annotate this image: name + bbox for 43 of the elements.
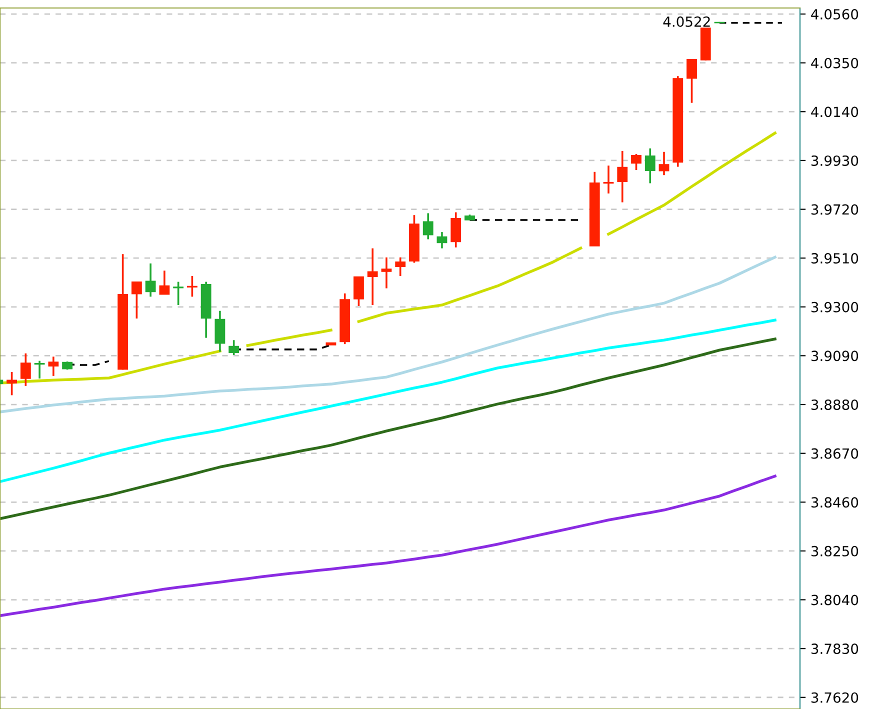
candlestick bbox=[631, 153, 642, 171]
candlestick bbox=[381, 256, 392, 290]
candlestick bbox=[686, 58, 697, 104]
y-tick-label: 4.0350 bbox=[811, 58, 858, 68]
line-series bbox=[0, 338, 776, 520]
candlestick bbox=[354, 276, 364, 307]
candlestick bbox=[20, 352, 31, 387]
candlestick bbox=[6, 371, 17, 396]
candlestick bbox=[34, 360, 45, 380]
y-tick-label: 3.9510 bbox=[811, 253, 858, 264]
line-series bbox=[0, 256, 776, 414]
candlestick bbox=[367, 247, 378, 306]
ref-line-label: 4.0522 bbox=[663, 16, 710, 27]
candlestick bbox=[173, 280, 184, 306]
y-tick-label: 3.9720 bbox=[811, 204, 858, 215]
y-tick-label: 3.8880 bbox=[811, 399, 858, 410]
candlestick bbox=[145, 262, 156, 298]
y-tick-label: 3.9090 bbox=[811, 350, 858, 362]
candlestick bbox=[48, 356, 59, 377]
candlestick bbox=[228, 339, 240, 356]
line-series bbox=[0, 318, 776, 484]
y-tick-label: 4.0140 bbox=[811, 106, 858, 118]
y-tick-label: 3.8670 bbox=[811, 448, 858, 459]
candlestick bbox=[644, 147, 656, 184]
y-tick-label: 3.7620 bbox=[811, 692, 858, 703]
y-tick-label: 4.0560 bbox=[811, 9, 858, 20]
candlestick bbox=[436, 231, 448, 250]
candlestick bbox=[131, 280, 142, 320]
y-tick-label: 3.9930 bbox=[811, 155, 858, 166]
candlestick bbox=[450, 211, 462, 248]
y-tick-label: 3.9300 bbox=[811, 302, 858, 312]
y-tick-label: 3.7830 bbox=[811, 644, 858, 654]
candlestick bbox=[658, 150, 670, 176]
candlestick bbox=[159, 270, 170, 296]
candlestick bbox=[186, 275, 198, 298]
candlestick bbox=[422, 212, 434, 240]
y-tick-label: 3.8460 bbox=[811, 497, 858, 508]
candlestick bbox=[603, 164, 614, 194]
candlestick bbox=[617, 150, 628, 204]
line-series bbox=[0, 474, 776, 618]
y-tick-label: 3.8040 bbox=[811, 594, 858, 606]
candlestick bbox=[395, 256, 406, 277]
y-tick-label: 3.8250 bbox=[811, 546, 858, 556]
